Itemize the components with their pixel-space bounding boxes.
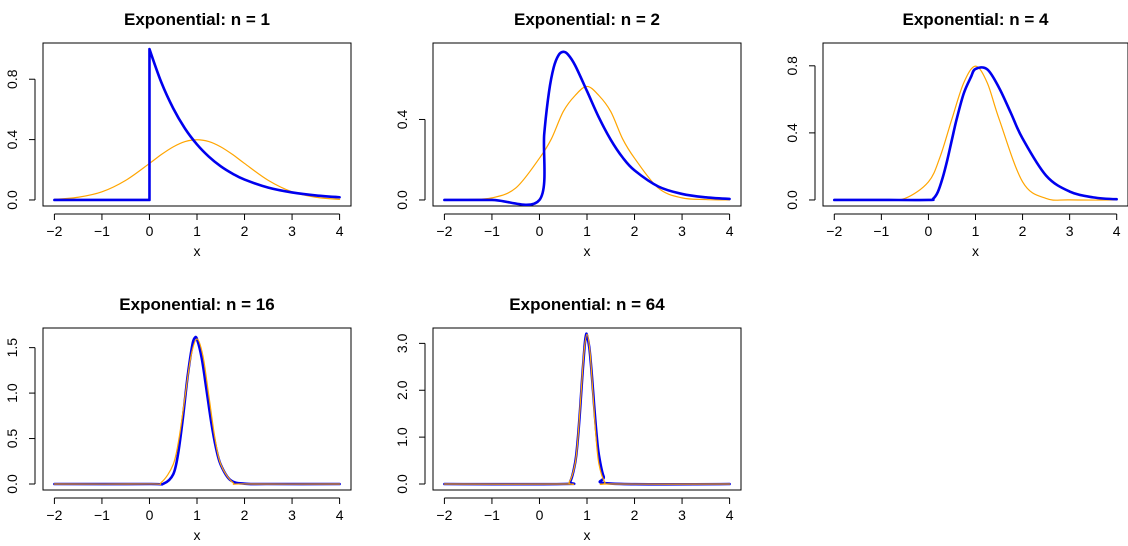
panel-title: Exponential: n = 1 — [124, 10, 270, 29]
x-tick-label: 4 — [1113, 223, 1121, 239]
x-tick-label: 0 — [536, 223, 544, 239]
y-tick-label: 0.8 — [4, 69, 20, 89]
y-tick-label: 1.5 — [4, 338, 20, 358]
x-tick-label: 0 — [146, 507, 154, 523]
normal-approx-line — [833, 65, 1118, 201]
x-tick-label: 1 — [193, 223, 201, 239]
x-tick-label: 3 — [288, 507, 296, 523]
x-tick-label: 0 — [536, 507, 544, 523]
x-tick-label: 0 — [925, 223, 933, 239]
exact-density-line — [53, 335, 341, 486]
x-tick-label: 3 — [288, 223, 296, 239]
normal-approx-line — [53, 338, 341, 485]
x-tick-label: 3 — [678, 507, 686, 523]
series-group — [443, 50, 731, 206]
panel-4: Exponential: n = 16 −2 −1 0 1 2 3 4 x 0.0 0.5 1.0 1.… — [4, 295, 352, 543]
y-tick-label: 0.4 — [784, 123, 800, 143]
series-group — [833, 65, 1118, 202]
y-tick-label: 2.0 — [394, 380, 410, 400]
plot-box — [42, 327, 352, 491]
panel-5: Exponential: n = 64 −2 −1 0 1 2 3 4 x 0.0 1.0 2.0 3.… — [394, 295, 742, 543]
y-tick-label: 0.4 — [4, 130, 20, 150]
x-tick-label: 1 — [193, 507, 201, 523]
x-tick-label: −2 — [46, 223, 62, 239]
y-tick-label: 0.0 — [394, 474, 410, 494]
x-tick-label: 1 — [972, 223, 980, 239]
x-tick-label: −2 — [436, 223, 452, 239]
x-axis-label: x — [194, 243, 201, 259]
x-tick-label: −2 — [46, 507, 62, 523]
x-axis-label: x — [972, 243, 979, 259]
y-tick-label: 3.0 — [394, 333, 410, 353]
panel-title: Exponential: n = 2 — [514, 10, 660, 29]
y-tick-label: 0.0 — [394, 190, 410, 210]
exact-density-line — [443, 332, 731, 486]
panel-2: Exponential: n = 2 −2 −1 0 1 2 3 4 x 0.0 0.4 — [394, 10, 742, 259]
x-tick-label: −2 — [436, 507, 452, 523]
panel-1: Exponential: n = 1 −2 −1 0 1 2 3 4 x 0.0 0.4 0.8 — [4, 10, 352, 259]
plot-box — [822, 42, 1128, 207]
x-tick-label: −1 — [873, 223, 889, 239]
panel-title: Exponential: n = 64 — [509, 295, 665, 314]
x-tick-label: −1 — [484, 223, 500, 239]
x-tick-label: 4 — [336, 223, 344, 239]
x-tick-label: −2 — [826, 223, 842, 239]
x-axis-label: x — [584, 243, 591, 259]
x-tick-label: 4 — [726, 223, 734, 239]
normal-approx-line — [443, 333, 731, 485]
x-tick-label: 4 — [726, 507, 734, 523]
y-tick-label: 0.8 — [784, 56, 800, 76]
exact-density-line — [443, 50, 731, 206]
x-tick-label: 2 — [631, 223, 639, 239]
x-tick-label: 1 — [583, 223, 591, 239]
y-tick-label: 1.0 — [394, 427, 410, 447]
panel-title: Exponential: n = 4 — [903, 10, 1049, 29]
x-tick-label: 3 — [678, 223, 686, 239]
series-group — [53, 47, 341, 202]
x-tick-label: 3 — [1066, 223, 1074, 239]
y-tick-label: 0.5 — [4, 429, 20, 449]
x-tick-label: 2 — [631, 507, 639, 523]
exact-density-line — [53, 47, 341, 202]
x-tick-label: 1 — [583, 507, 591, 523]
series-group — [53, 335, 341, 486]
x-tick-label: −1 — [94, 223, 110, 239]
exact-density-line — [833, 66, 1118, 202]
x-tick-label: −1 — [94, 507, 110, 523]
panel-title: Exponential: n = 16 — [119, 295, 274, 314]
panel-3: Exponential: n = 4 −2 −1 0 1 2 3 4 x 0.0 0.4 0.8 — [784, 10, 1128, 259]
x-tick-label: 4 — [336, 507, 344, 523]
x-tick-label: 2 — [241, 223, 249, 239]
plot-box — [42, 42, 352, 207]
normal-approx-line — [443, 85, 731, 201]
x-axis-label: x — [194, 527, 201, 543]
series-group — [443, 332, 731, 486]
x-tick-label: −1 — [484, 507, 500, 523]
x-tick-label: 2 — [1019, 223, 1027, 239]
plot-box — [432, 42, 742, 207]
y-tick-label: 0.0 — [784, 190, 800, 210]
y-tick-label: 1.0 — [4, 383, 20, 403]
y-tick-label: 0.0 — [4, 190, 20, 210]
x-axis-label: x — [584, 527, 591, 543]
x-tick-label: 2 — [241, 507, 249, 523]
normal-approx-line — [53, 139, 341, 200]
y-tick-label: 0.0 — [4, 474, 20, 494]
plot-box — [432, 327, 742, 491]
y-tick-label: 0.4 — [394, 110, 410, 130]
x-tick-label: 0 — [146, 223, 154, 239]
